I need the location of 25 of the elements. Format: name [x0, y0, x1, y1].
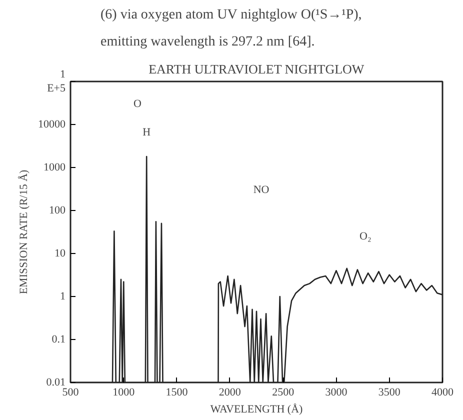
chart-title: EARTH ULTRAVIOLET NIGHTGLOW: [148, 62, 365, 76]
x-tick-label: 3000: [325, 386, 348, 398]
annotation: O: [133, 98, 142, 110]
x-tick-label: 1500: [166, 386, 188, 398]
x-tick-label: 500: [62, 386, 80, 398]
y-tick-label: 1: [60, 290, 66, 302]
x-tick-label: 4000: [432, 386, 454, 398]
y-tick-label: 0.1: [52, 334, 66, 346]
text: emitting wavelength is 297.2 nm [64].: [100, 34, 315, 50]
x-tick-label: 2000: [218, 386, 242, 398]
annotation: NO: [253, 184, 270, 196]
y-tick-label: 1 E+5: [47, 68, 66, 95]
text: (6) via oxygen atom UV nightglow O(¹S→¹P),: [100, 8, 362, 22]
y-tick-label: 10000: [38, 118, 66, 130]
x-axis-title: WAVELENGTH (Å): [210, 402, 304, 416]
annotation: H: [142, 126, 151, 139]
y-tick-label: 10: [54, 248, 66, 260]
annotation: O₂: [360, 230, 372, 242]
x-tick-label: 2500: [272, 386, 295, 398]
y-tick-label: 1000: [44, 162, 66, 174]
x-tick-label: 1000: [112, 386, 136, 398]
y-tick-label: 0.01: [46, 376, 66, 388]
x-tick-label: 3500: [378, 386, 401, 398]
y-tick-label: 100: [49, 204, 66, 216]
y-axis-title: EMISSION RATE (R/15 Å): [17, 169, 30, 294]
